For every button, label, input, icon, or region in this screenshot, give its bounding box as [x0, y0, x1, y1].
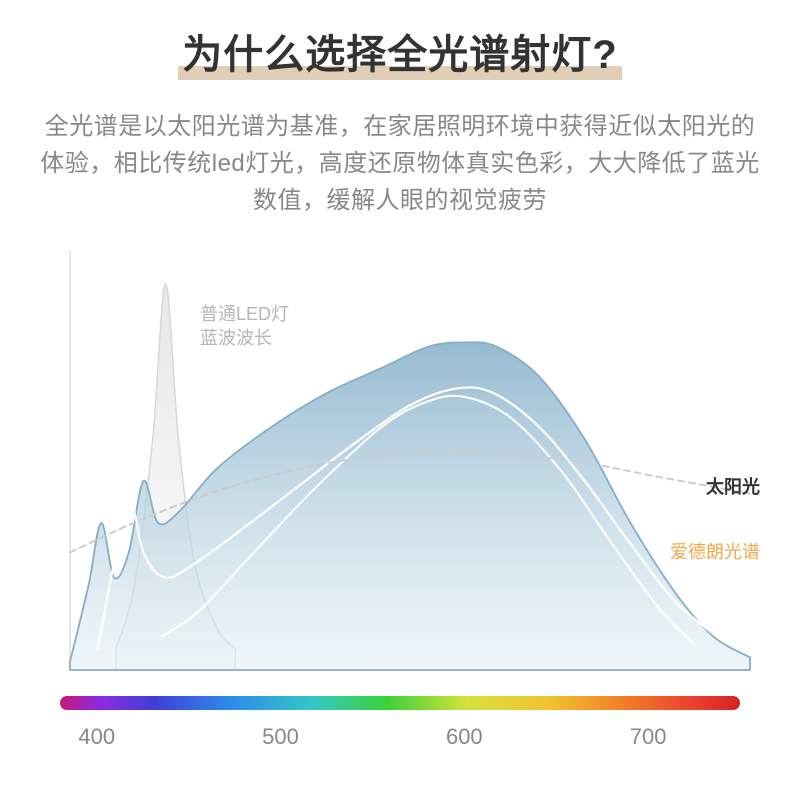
x-tick: 700	[630, 724, 667, 750]
label-led: 普通LED灯 蓝波波长	[200, 302, 289, 351]
x-tick: 500	[262, 724, 299, 750]
x-axis-ticks: 400 500 600 700	[60, 724, 740, 754]
chart-svg	[20, 240, 780, 690]
label-sunlight: 太阳光	[706, 475, 760, 499]
label-led-l2: 蓝波波长	[200, 328, 272, 348]
label-led-l1: 普通LED灯	[200, 304, 289, 324]
description-text: 全光谱是以太阳光谱为基准，在家居照明环境中获得近似太阳光的体验，相比传统led灯…	[0, 90, 800, 230]
x-tick: 600	[446, 724, 483, 750]
wavelength-gradient-bar	[60, 696, 740, 710]
x-tick: 400	[78, 724, 115, 750]
label-adl-spectrum: 爱德朗光谱	[670, 540, 760, 564]
spectrum-chart: 普通LED灯 蓝波波长 太阳光 爱德朗光谱	[20, 240, 780, 690]
page-title: 为什么选择全光谱射灯?	[178, 22, 621, 82]
